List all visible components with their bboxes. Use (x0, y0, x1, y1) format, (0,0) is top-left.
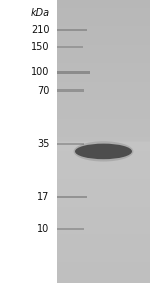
Bar (57, 71, 90, 74)
Bar (57, 89, 84, 92)
Bar (57, 29, 87, 31)
Bar (57, 46, 82, 48)
Bar (57, 196, 87, 198)
Text: 10: 10 (37, 224, 50, 234)
Bar (57, 143, 84, 145)
Text: 70: 70 (37, 85, 50, 96)
Text: 17: 17 (37, 192, 50, 202)
Text: kDa: kDa (30, 8, 50, 18)
Bar (57, 228, 84, 230)
Ellipse shape (75, 144, 132, 159)
Text: 35: 35 (37, 139, 50, 149)
Text: 150: 150 (31, 42, 50, 52)
Text: 100: 100 (31, 67, 50, 77)
Ellipse shape (74, 141, 134, 162)
Text: 210: 210 (31, 25, 50, 35)
